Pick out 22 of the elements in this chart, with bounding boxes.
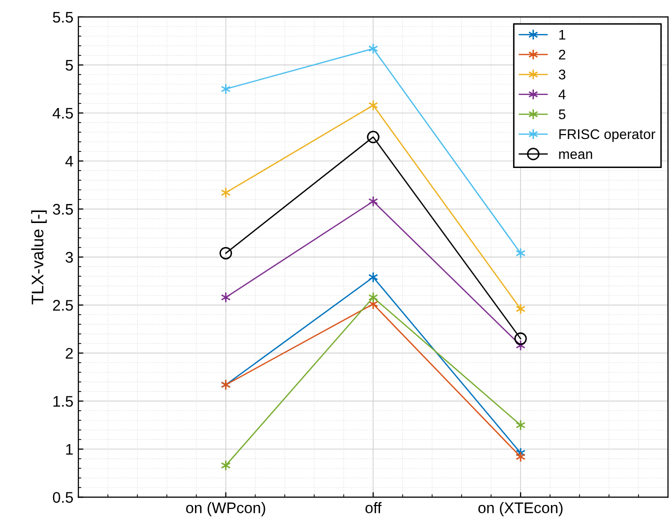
legend-label: FRISC operator	[559, 129, 656, 142]
x-tick-label: on (XTEcon)	[478, 502, 563, 516]
legend-label: 3	[558, 70, 566, 80]
legend-label: 2	[558, 50, 566, 60]
y-tick-label: 5	[66, 60, 73, 71]
y-axis-title: TLX-value [-]	[31, 210, 47, 304]
x-tick-label: off	[365, 502, 382, 514]
legend-label: 5	[558, 110, 566, 120]
y-tick-label: 1.5	[53, 396, 73, 407]
y-tick-label: 4.5	[52, 108, 73, 119]
legend-label: 1	[559, 30, 566, 40]
y-tick-label: 2	[66, 348, 73, 359]
x-tick-label: on (WPcon)	[186, 502, 266, 516]
y-tick-label: 4	[65, 156, 74, 167]
y-tick-label: 2.5	[53, 300, 73, 311]
legend-label: mean	[559, 151, 592, 160]
y-tick-label: 1	[66, 444, 73, 455]
y-tick-label: 3.5	[52, 204, 73, 215]
legend-label: 4	[558, 90, 566, 100]
y-tick-label: 0.5	[52, 492, 73, 503]
y-tick-label: 3	[66, 252, 73, 263]
y-tick-label: 5.5	[52, 12, 73, 23]
